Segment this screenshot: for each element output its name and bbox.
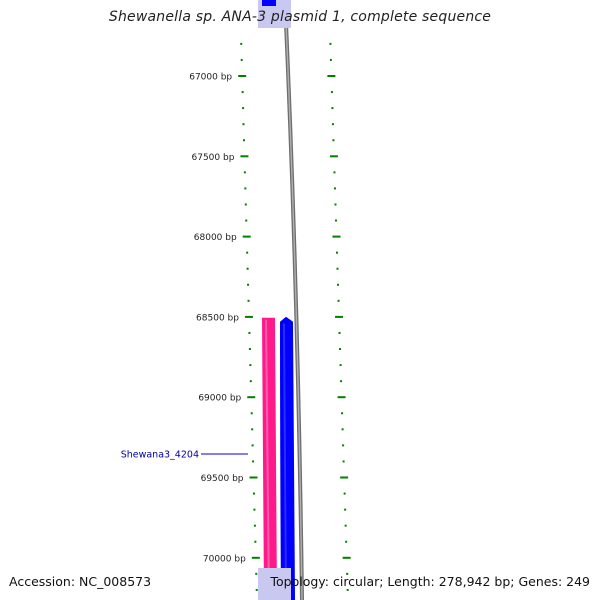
gene-shewana3-4204-shine: [265, 319, 270, 600]
gene-features: [262, 316, 295, 600]
gene-label-shewana3-4204: Shewana3_4204: [121, 450, 199, 461]
scale-tick-label: 67500 bp: [192, 153, 235, 163]
scale-tick-label: 70000 bp: [203, 554, 246, 564]
scale-labels: 67000 bp 67500 bp 68000 bp 68500 bp 69000 bp…: [189, 73, 246, 565]
scale-tick-label: 68500 bp: [196, 313, 239, 323]
scale-tick-label: 68000 bp: [194, 233, 237, 243]
gene-callouts: Shewana3_4204: [121, 450, 248, 461]
scale-ticks: [238, 42, 351, 591]
topology-text: Topology: circular; Length: 278,942 bp; …: [270, 574, 591, 589]
backbone-highlight: [284, 0, 303, 600]
scale-tick-label: 67000 bp: [189, 73, 232, 83]
gene-forward-strand-shine: [283, 323, 287, 600]
scale-tick-label: 69500 bp: [201, 474, 244, 484]
gene-forward-strand: [280, 316, 295, 600]
chart-title: Shewanella sp. ANA-3 plasmid 1, complete…: [108, 9, 492, 25]
scale-tick-label: 69000 bp: [198, 394, 241, 404]
footer-highlight: [258, 568, 291, 600]
top-blue-segment: [262, 0, 276, 6]
accession-text: Accession: NC_008573: [9, 574, 152, 589]
backbone-arc: [283, 0, 304, 600]
